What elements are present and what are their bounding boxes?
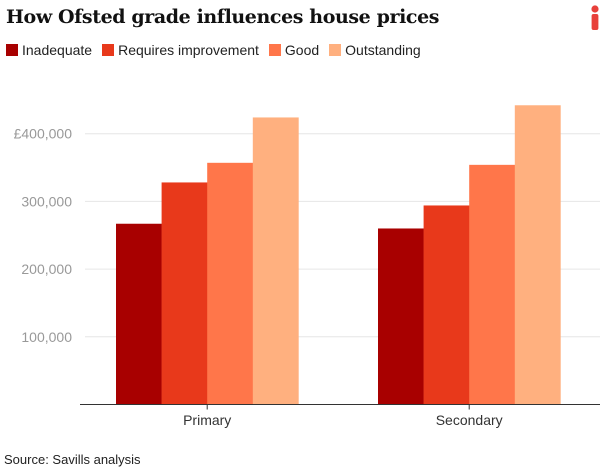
legend-label: Good — [284, 42, 320, 58]
y-tick-label: 200,000 — [21, 261, 72, 277]
logo-i-icon — [591, 5, 599, 30]
legend-swatch — [102, 44, 115, 56]
chart-title: How Ofsted grade influences house prices — [6, 6, 440, 28]
legend-item: Good — [268, 42, 320, 58]
bar-primary-outstanding — [252, 117, 299, 405]
bar-secondary-requires-improvement — [423, 205, 470, 405]
x-tick-label: Primary — [183, 412, 231, 428]
legend-swatch — [6, 44, 18, 56]
legend-item: Requires improvement — [102, 42, 259, 58]
bar-secondary-good — [469, 164, 516, 405]
bar-primary-requires-improvement — [161, 182, 208, 405]
legend: Inadequate Requires improvement Good Outsta… — [6, 42, 421, 58]
legend-label: Outstanding — [345, 42, 421, 58]
bar-primary-good — [207, 162, 254, 405]
legend-item: Inadequate — [6, 42, 92, 58]
y-tick-label: 100,000 — [21, 329, 72, 345]
source-note: Source: Savills analysis — [4, 452, 141, 467]
legend-label: Inadequate — [22, 42, 93, 58]
legend-label: Requires improvement — [118, 42, 259, 58]
y-tick-label: £400,000 — [14, 126, 73, 142]
y-tick-label: 300,000 — [21, 193, 72, 209]
legend-swatch — [329, 44, 342, 56]
bar-secondary-inadequate — [378, 228, 424, 405]
bar-primary-inadequate — [116, 223, 162, 405]
x-tick-label: Secondary — [436, 412, 503, 428]
legend-item: Outstanding — [329, 42, 421, 58]
bar-secondary-outstanding — [514, 105, 561, 405]
legend-swatch — [268, 44, 281, 56]
